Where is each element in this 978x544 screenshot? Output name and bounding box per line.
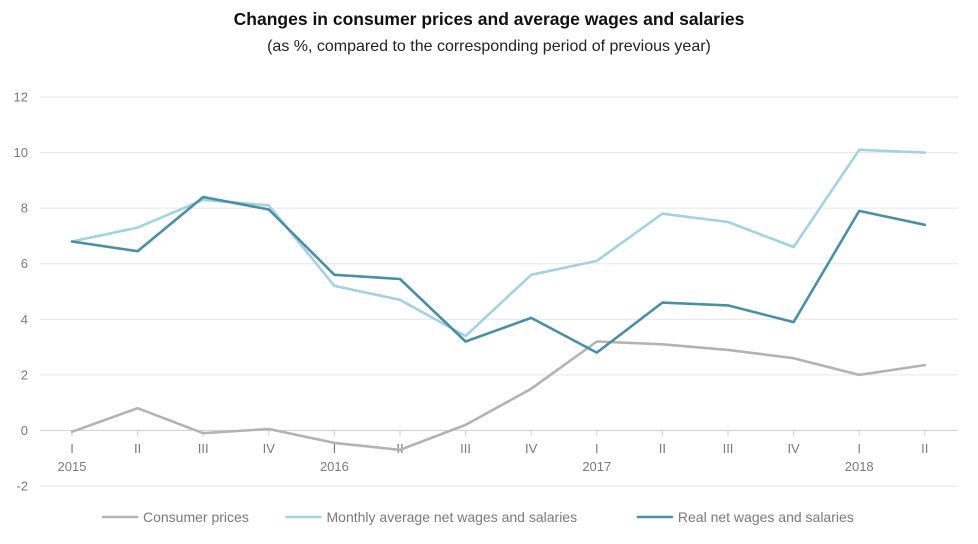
- x-tick-label: IV: [263, 441, 276, 456]
- legend-label: Real net wages and salaries: [678, 509, 854, 525]
- series-line: [70, 148, 927, 338]
- x-tick-label: I: [333, 441, 337, 456]
- y-tick-label: 8: [21, 201, 28, 216]
- y-tick-label: 6: [21, 256, 28, 271]
- x-tick-label: I: [70, 441, 74, 456]
- series-line: [70, 195, 927, 354]
- x-tick-label: III: [198, 441, 209, 456]
- series-line: [70, 340, 927, 452]
- x-tick-label: IV: [787, 441, 800, 456]
- x-tick-label: IV: [525, 441, 538, 456]
- x-year-label: 2018: [845, 459, 874, 474]
- x-tick-label: II: [134, 441, 141, 456]
- chart-title: Changes in consumer prices and average w…: [233, 9, 745, 29]
- y-tick-label: 10: [14, 145, 28, 160]
- x-tick-label: III: [723, 441, 734, 456]
- x-year-label: 2016: [320, 459, 349, 474]
- x-tick-label: II: [921, 441, 928, 456]
- chart-subtitle: (as %, compared to the corresponding per…: [267, 38, 711, 55]
- legend-label: Monthly average net wages and salaries: [327, 509, 578, 525]
- x-year-label: 2017: [582, 459, 611, 474]
- legend-label: Consumer prices: [143, 509, 249, 525]
- x-tick-label: II: [396, 441, 403, 456]
- x-year-label: 2015: [58, 459, 87, 474]
- y-tick-label: 12: [14, 90, 28, 105]
- y-tick-label: 2: [21, 367, 28, 382]
- y-tick-label: 4: [21, 312, 28, 327]
- x-tick-label: II: [659, 441, 666, 456]
- x-tick-label: I: [595, 441, 599, 456]
- y-tick-label: -2: [16, 479, 28, 494]
- x-tick-label: III: [460, 441, 471, 456]
- x-tick-label: I: [857, 441, 861, 456]
- y-tick-label: 0: [21, 423, 28, 438]
